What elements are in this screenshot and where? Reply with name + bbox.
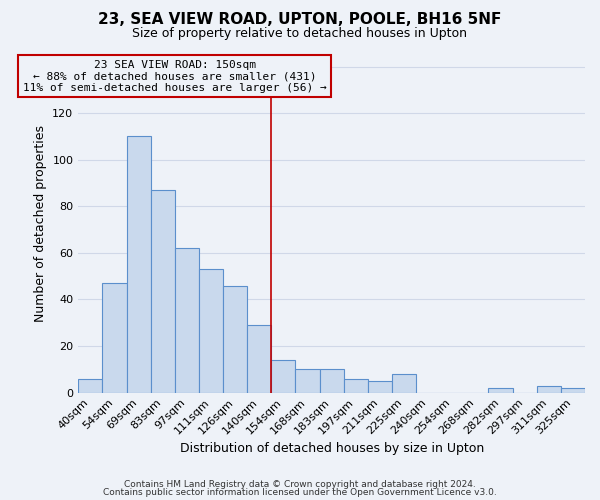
Bar [295, 370, 320, 392]
Bar [368, 381, 392, 392]
X-axis label: Distribution of detached houses by size in Upton: Distribution of detached houses by size … [179, 442, 484, 455]
Text: 23 SEA VIEW ROAD: 150sqm
← 88% of detached houses are smaller (431)
11% of semi-: 23 SEA VIEW ROAD: 150sqm ← 88% of detach… [23, 60, 326, 93]
Y-axis label: Number of detached properties: Number of detached properties [34, 126, 47, 322]
Text: Contains HM Land Registry data © Crown copyright and database right 2024.: Contains HM Land Registry data © Crown c… [124, 480, 476, 489]
Bar [79, 378, 103, 392]
Bar [199, 269, 223, 392]
Bar [488, 388, 512, 392]
Bar [223, 286, 247, 393]
Text: Contains public sector information licensed under the Open Government Licence v3: Contains public sector information licen… [103, 488, 497, 497]
Bar [247, 325, 271, 392]
Bar [127, 136, 151, 392]
Bar [537, 386, 561, 392]
Bar [151, 190, 175, 392]
Bar [392, 374, 416, 392]
Bar [175, 248, 199, 392]
Bar [344, 378, 368, 392]
Bar [320, 370, 344, 392]
Bar [271, 360, 295, 392]
Text: 23, SEA VIEW ROAD, UPTON, POOLE, BH16 5NF: 23, SEA VIEW ROAD, UPTON, POOLE, BH16 5N… [98, 12, 502, 28]
Bar [561, 388, 585, 392]
Bar [103, 283, 127, 393]
Text: Size of property relative to detached houses in Upton: Size of property relative to detached ho… [133, 28, 467, 40]
